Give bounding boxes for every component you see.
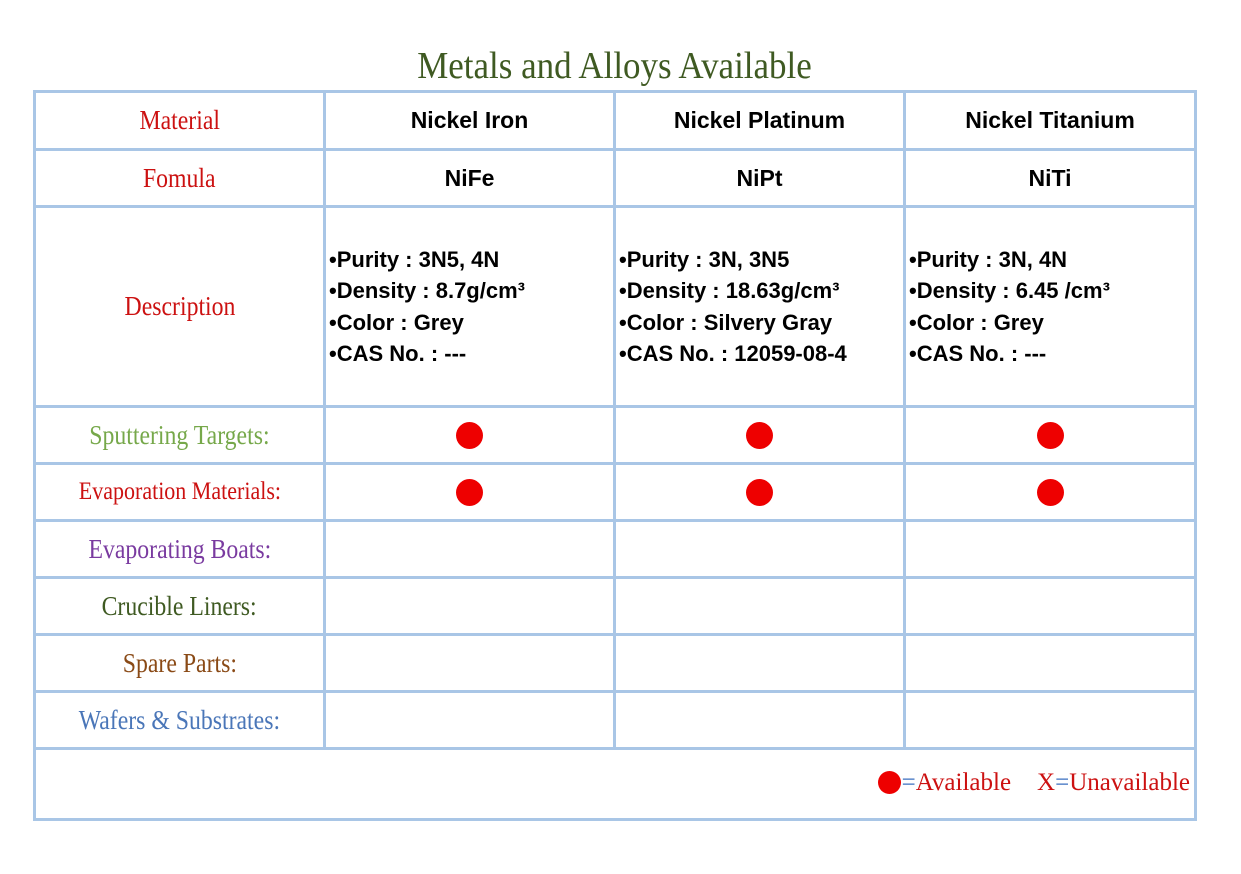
purity-text: •Purity : 3N, 4N [909,246,1068,272]
legend-equals: = [1055,768,1070,796]
description-label: Description [124,291,235,321]
density-text: •Density : 8.7g/cm³ [329,278,525,303]
description-cell: •Purity : 3N, 4N •Density : 6.45 /cm³ •C… [903,205,1197,408]
material-name: Nickel Platinum [673,107,846,133]
available-dot-icon [456,478,483,506]
available-dot-icon [746,478,773,506]
formula-label: Fomula [143,162,216,193]
sputtering-targets-label: Sputtering Targets: [89,419,270,450]
row-label-cell: Spare Parts: [33,633,326,693]
row-label-cell: Crucible Liners: [33,576,326,636]
availability-cell [613,405,906,465]
availability-cell [903,462,1197,522]
description-row: Description •Purity : 3N5, 4N •Density :… [33,205,1197,408]
material-name: Nickel Titanium [965,107,1135,133]
formula-cell: NiPt [613,148,906,208]
legend: = Available X = Unavailable [877,768,1190,797]
empty-cell [903,633,1197,693]
empty-cell [613,576,906,636]
formula-value: NiPt [736,164,783,191]
availability-cell [323,405,616,465]
evaporating-boats-label: Evaporating Boats: [88,533,271,564]
legend-equals: = [901,768,916,796]
empty-cell [323,690,616,750]
cas-number-text: •CAS No. : --- [329,341,467,366]
available-dot-icon [1036,478,1064,506]
row-label-cell: Fomula [33,148,326,208]
legend-row: = Available X = Unavailable [33,747,1197,821]
material-cell: Nickel Titanium [903,90,1197,151]
unavailable-x-icon: X [1037,768,1056,796]
empty-cell [613,690,906,750]
empty-cell [323,633,616,693]
formula-row: Fomula NiFe NiPt NiTi [33,148,1197,208]
legend-cell: = Available X = Unavailable [33,747,1197,821]
available-dot-icon [1036,421,1064,449]
color-text: •Color : Grey [909,309,1044,335]
formula-value: NiTi [1028,164,1072,191]
density-text: •Density : 6.45 /cm³ [909,278,1110,303]
available-dot-icon [456,421,483,449]
density-text: •Density : 18.63g/cm³ [619,278,840,303]
description-cell: •Purity : 3N, 3N5 •Density : 18.63g/cm³ … [613,205,906,408]
empty-cell [903,576,1197,636]
availability-cell [323,462,616,522]
formula-cell: NiTi [903,148,1197,208]
empty-cell [903,519,1197,579]
evaporating-boats-row: Evaporating Boats: [33,519,1197,579]
spare-parts-row: Spare Parts: [33,633,1197,693]
row-label-cell: Material [33,90,326,151]
purity-text: •Purity : 3N, 3N5 [619,246,790,272]
crucible-liners-label: Crucible Liners: [101,590,258,621]
legend-available-text: Available [915,768,1012,796]
formula-cell: NiFe [323,148,616,208]
material-cell: Nickel Iron [323,90,616,151]
evaporation-materials-row: Evaporation Materials: [33,462,1197,522]
materials-table: Material Nickel Iron Nickel Platinum Nic… [33,90,1197,821]
material-row: Material Nickel Iron Nickel Platinum Nic… [33,90,1197,151]
material-label: Material [139,105,220,135]
evaporation-materials-label: Evaporation Materials: [78,478,281,505]
sputtering-targets-row: Sputtering Targets: [33,405,1197,465]
empty-cell [323,576,616,636]
available-dot-icon [877,771,901,795]
row-label-cell: Evaporating Boats: [33,519,326,579]
color-text: •Color : Grey [329,309,464,335]
availability-cell [613,462,906,522]
wafers-substrates-label: Wafers & Substrates: [78,704,281,735]
wafers-substrates-row: Wafers & Substrates: [33,690,1197,750]
purity-text: •Purity : 3N5, 4N [329,246,500,272]
spare-parts-label: Spare Parts: [122,647,237,678]
row-label-cell: Wafers & Substrates: [33,690,326,750]
page-title: Metals and Alloys Available [417,45,812,87]
formula-value: NiFe [444,164,495,191]
empty-cell [613,519,906,579]
row-label-cell: Description [33,205,326,408]
material-cell: Nickel Platinum [613,90,906,151]
material-name: Nickel Iron [410,107,529,133]
available-dot-icon [746,421,773,449]
availability-cell [903,405,1197,465]
cas-number-text: •CAS No. : 12059-08-4 [619,341,847,366]
legend-unavailable-text: Unavailable [1069,768,1190,796]
empty-cell [323,519,616,579]
description-cell: •Purity : 3N5, 4N •Density : 8.7g/cm³ •C… [323,205,616,408]
color-text: •Color : Silvery Gray [619,309,833,335]
row-label-cell: Evaporation Materials: [33,462,326,522]
empty-cell [613,633,906,693]
crucible-liners-row: Crucible Liners: [33,576,1197,636]
empty-cell [903,690,1197,750]
row-label-cell: Sputtering Targets: [33,405,326,465]
cas-number-text: •CAS No. : --- [909,341,1047,366]
